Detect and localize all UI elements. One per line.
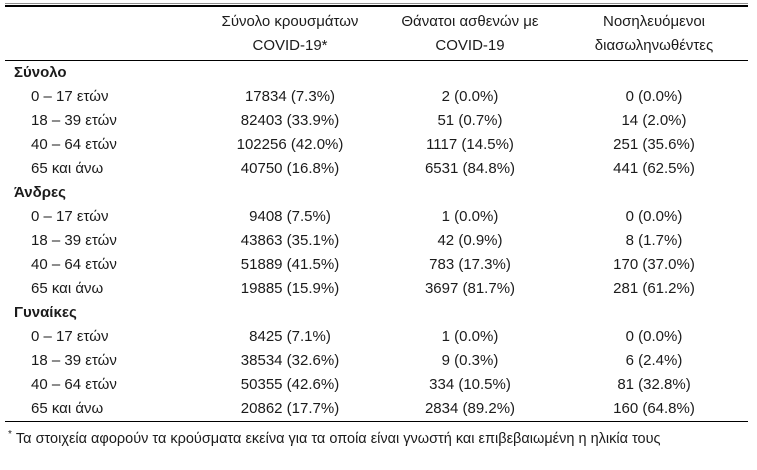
cases-cell: 40750 (16.8%) — [240, 160, 340, 177]
cases-cell: 19885 (15.9%) — [240, 280, 340, 297]
table-row: 40 – 64 ετών 51889 (41.5%) 783 (17.3%) 170 … — [5, 253, 748, 277]
intubated-cell: 81 (32.8%) — [617, 376, 691, 393]
cases-cell: 9408 (7.5%) — [249, 208, 331, 225]
age-group-label: 65 και άνω — [31, 400, 104, 417]
corner-cell — [5, 6, 200, 61]
cases-cell: 102256 (42.0%) — [236, 136, 344, 153]
col-header-intubated: Νοσηλευόμενοι διασωληνωθέντες — [560, 6, 748, 61]
age-group-label: 0 – 17 ετών — [31, 328, 109, 345]
age-group-label: 18 – 39 ετών — [31, 352, 117, 369]
age-group-label: 40 – 64 ετών — [31, 256, 117, 273]
table-row: 18 – 39 ετών 43863 (35.1%) 42 (0.9%) 8 (1.7… — [5, 229, 748, 253]
age-group-label: 18 – 39 ετών — [31, 112, 117, 129]
deaths-cell: 783 (17.3%) — [429, 256, 511, 273]
col-header-deaths: Θάνατοι ασθενών με COVID-19 — [380, 6, 560, 61]
table-row: 65 και άνω 40750 (16.8%) 6531 (84.8%) 441 (… — [5, 157, 748, 181]
cases-cell: 38534 (32.6%) — [240, 352, 340, 369]
intubated-cell: 160 (64.8%) — [613, 400, 695, 417]
cases-cell: 17834 (7.3%) — [244, 88, 336, 105]
deaths-cell: 42 (0.9%) — [437, 232, 503, 249]
footnote-text: Τα στοιχεία αφορούν τα κρούσματα εκείνα … — [15, 430, 661, 447]
deaths-cell: 51 (0.7%) — [437, 112, 503, 129]
table-row: 40 – 64 ετών 102256 (42.0%) 1117 (14.5%) 25… — [5, 133, 748, 157]
age-group-label: 18 – 39 ετών — [31, 232, 117, 249]
deaths-cell: 9 (0.3%) — [441, 352, 499, 369]
table-row: 18 – 39 ετών 82403 (33.9%) 51 (0.7%) 14 (2.… — [5, 109, 748, 133]
deaths-cell: 6531 (84.8%) — [424, 160, 516, 177]
deaths-cell: 1 (0.0%) — [441, 208, 499, 225]
age-group-label: 40 – 64 ετών — [31, 136, 117, 153]
table-row: 65 και άνω 19885 (15.9%) 3697 (81.7%) 281 (… — [5, 277, 748, 301]
table-row: 0 – 17 ετών 17834 (7.3%) 2 (0.0%) 0 (0.0%) — [5, 85, 748, 109]
age-group-label: 0 – 17 ετών — [31, 208, 109, 225]
top-light-rule — [5, 3, 748, 5]
col-header-cases-line1: Σύνολο κρουσμάτων — [221, 13, 359, 30]
table-header: Σύνολο κρουσμάτων COVID-19* Θάνατοι ασθε… — [5, 6, 748, 61]
deaths-cell: 2834 (89.2%) — [424, 400, 516, 417]
footnote: * Τα στοιχεία αφορούν τα κρούσματα εκείνα… — [5, 426, 748, 448]
age-group-label: 40 – 64 ετών — [31, 376, 117, 393]
header-row: Σύνολο κρουσμάτων COVID-19* Θάνατοι ασθε… — [5, 6, 748, 61]
cases-cell: 43863 (35.1%) — [240, 232, 340, 249]
age-group-label: 65 και άνω — [31, 160, 104, 177]
deaths-cell: 3697 (81.7%) — [424, 280, 516, 297]
section-header-row: Άνδρες — [5, 181, 748, 205]
table-row: 40 – 64 ετών 50355 (42.6%) 334 (10.5%) 81 (… — [5, 373, 748, 397]
col-header-cases: Σύνολο κρουσμάτων COVID-19* — [200, 6, 380, 61]
deaths-cell: 1117 (14.5%) — [426, 136, 514, 153]
intubated-cell: 6 (2.4%) — [625, 352, 683, 369]
cases-cell: 20862 (17.7%) — [240, 400, 340, 417]
table-row: 65 και άνω 20862 (17.7%) 2834 (89.2%) 160 (… — [5, 397, 748, 422]
intubated-cell: 0 (0.0%) — [625, 328, 683, 345]
intubated-cell: 170 (37.0%) — [613, 256, 695, 273]
age-group-label: 0 – 17 ετών — [31, 88, 109, 105]
col-header-intubated-line2: διασωληνωθέντες — [594, 37, 714, 54]
covid-stats-report-page: Σύνολο κρουσμάτων COVID-19* Θάνατοι ασθε… — [0, 3, 757, 470]
section-header-row: Σύνολο — [5, 61, 748, 86]
section-header-row: Γυναίκες — [5, 301, 748, 325]
table-row: 0 – 17 ετών 8425 (7.1%) 1 (0.0%) 0 (0.0%) — [5, 325, 748, 349]
col-header-intubated-line1: Νοσηλευόμενοι — [602, 13, 705, 30]
col-header-deaths-line1: Θάνατοι ασθενών με — [401, 13, 539, 30]
intubated-cell: 441 (62.5%) — [613, 160, 695, 177]
table-row: 0 – 17 ετών 9408 (7.5%) 1 (0.0%) 0 (0.0%) — [5, 205, 748, 229]
intubated-cell: 281 (61.2%) — [613, 280, 695, 297]
section-title: Σύνολο — [14, 64, 67, 81]
section-title: Γυναίκες — [14, 304, 77, 321]
intubated-cell: 0 (0.0%) — [625, 88, 683, 105]
covid-stats-table: Σύνολο κρουσμάτων COVID-19* Θάνατοι ασθε… — [5, 5, 748, 422]
deaths-cell: 2 (0.0%) — [441, 88, 499, 105]
intubated-cell: 251 (35.6%) — [613, 136, 695, 153]
table-body: Σύνολο 0 – 17 ετών 17834 (7.3%) 2 (0.0%) 0 (… — [5, 61, 748, 422]
age-group-label: 65 και άνω — [31, 280, 104, 297]
cases-cell: 8425 (7.1%) — [249, 328, 331, 345]
deaths-cell: 1 (0.0%) — [441, 328, 499, 345]
table-row: 18 – 39 ετών 38534 (32.6%) 9 (0.3%) 6 (2.4%… — [5, 349, 748, 373]
col-header-cases-line2: COVID-19* — [252, 37, 328, 54]
intubated-cell: 0 (0.0%) — [625, 208, 683, 225]
footnote-marker: * — [8, 429, 12, 440]
cases-cell: 82403 (33.9%) — [240, 112, 340, 129]
section-title: Άνδρες — [14, 184, 66, 201]
cases-cell: 50355 (42.6%) — [240, 376, 340, 393]
cases-cell: 51889 (41.5%) — [240, 256, 340, 273]
deaths-cell: 334 (10.5%) — [429, 376, 511, 393]
intubated-cell: 14 (2.0%) — [621, 112, 687, 129]
intubated-cell: 8 (1.7%) — [625, 232, 683, 249]
col-header-deaths-line2: COVID-19 — [435, 37, 505, 54]
